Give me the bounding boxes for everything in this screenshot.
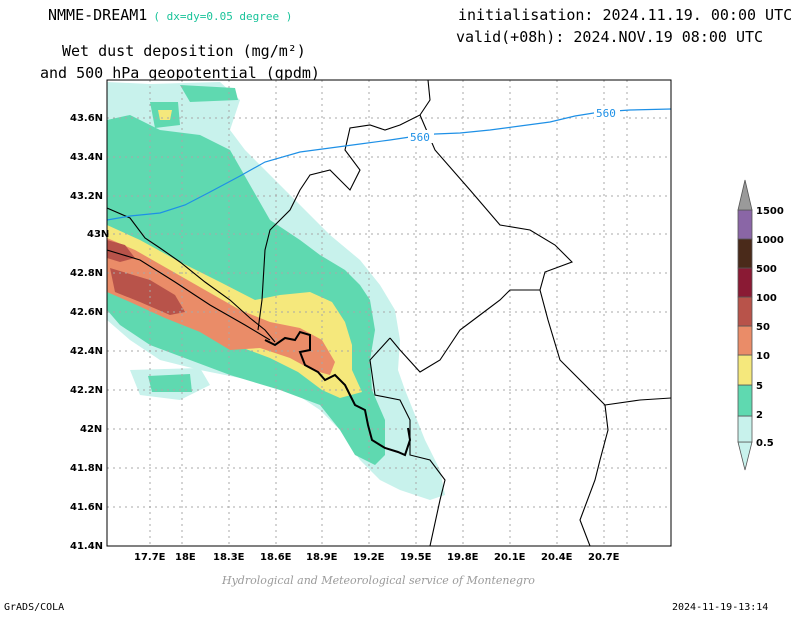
map-title-line2: and 500 hPa geopotential (gpdm) (40, 64, 320, 82)
legend-label: 2 (756, 410, 763, 421)
lat-tick: 43N (87, 229, 109, 240)
lat-tick: 42N (80, 424, 102, 435)
model-name: NMME-DREAM1( dx=dy=0.05 degree ) (48, 6, 293, 24)
legend-label: 500 (756, 264, 777, 275)
map-frame (106, 79, 672, 547)
lon-tick: 18.9E (306, 552, 338, 563)
legend-label: 0.5 (756, 438, 774, 449)
lat-tick: 41.8N (70, 463, 103, 474)
lat-tick: 43.4N (70, 152, 103, 163)
lat-axis: 41.4N 41.6N 41.8N 42N 42.2N 42.4N 42.6N … (70, 113, 109, 552)
deposition-10-area (107, 238, 335, 375)
legend-arrow-low (737, 441, 753, 471)
lat-tick: 42.8N (70, 268, 103, 279)
lon-tick: 19.2E (353, 552, 385, 563)
lat-tick: 42.4N (70, 346, 103, 357)
lon-tick: 19.8E (447, 552, 479, 563)
lat-lon-grid (107, 80, 671, 546)
resolution-label: ( dx=dy=0.05 degree ) (153, 10, 293, 23)
valid-time: valid(+08h): 2024.NOV.19 08:00 UTC (456, 28, 764, 46)
lon-tick: 18.6E (260, 552, 292, 563)
legend-label: 1500 (756, 206, 784, 217)
legend-label: 5 (756, 381, 763, 392)
legend-label: 100 (756, 293, 777, 304)
legend-label: 1000 (756, 235, 784, 246)
lat-tick: 43.2N (70, 191, 103, 202)
legend-colorbar (737, 179, 753, 471)
lat-tick: 42.2N (70, 385, 103, 396)
legend-arrow-high (737, 179, 753, 211)
lon-axis: 17.7E 18E 18.3E 18.6E 18.9E 19.2E 19.5E … (134, 552, 620, 563)
geopotential-contour: 560 560 (107, 106, 671, 221)
lon-tick: 18.3E (213, 552, 245, 563)
lat-tick: 43.6N (70, 113, 103, 124)
render-timestamp: 2024-11-19-13:14 (672, 602, 769, 613)
contour-label: 560 (410, 131, 430, 144)
contour-label: 560 (596, 107, 616, 120)
lat-tick: 42.6N (70, 307, 103, 318)
lon-tick: 17.7E (134, 552, 166, 563)
lon-tick: 19.5E (400, 552, 432, 563)
lat-tick: 41.4N (70, 541, 103, 552)
lon-tick: 20.7E (588, 552, 620, 563)
lon-tick: 18E (175, 552, 196, 563)
lat-tick: 41.6N (70, 502, 103, 513)
lon-tick: 20.4E (541, 552, 573, 563)
map-title-line1: Wet dust deposition (mg/m²) (62, 42, 306, 60)
country-borders (107, 80, 671, 546)
credit-line: Hydrological and Meteorological service … (222, 574, 535, 587)
software-label: GrADS/COLA (4, 602, 65, 613)
legend-label: 10 (756, 351, 770, 362)
initialisation-time: initialisation: 2024.11.19. 00:00 UTC (458, 6, 793, 24)
legend-label: 50 (756, 322, 770, 333)
legend-labels: 0.5 2 5 10 50 100 500 1000 1500 (756, 206, 784, 449)
lon-tick: 20.1E (494, 552, 526, 563)
